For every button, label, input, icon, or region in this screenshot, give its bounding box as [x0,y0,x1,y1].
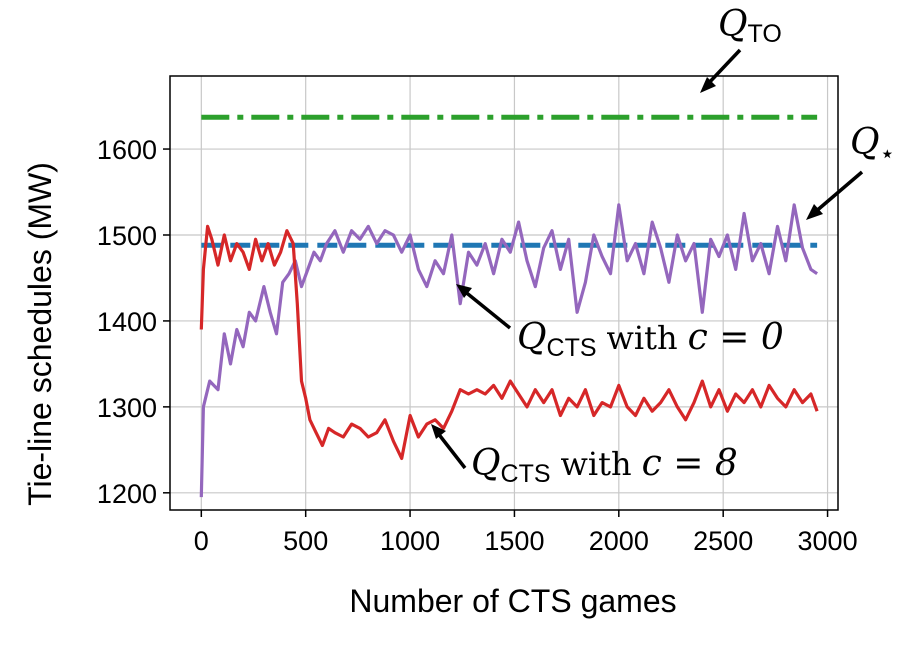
y-tick-label: 1200 [97,479,157,509]
series-lines [199,203,819,498]
x-tick-label: 3000 [798,526,858,556]
annotation-c0: QCTS with c = 0 [456,284,784,362]
annotation-q-star-arrowhead [806,204,823,220]
annotation-c0-arrowhead [456,284,472,298]
annotation-q-to-base: Q [718,4,748,45]
annotation-q-to-arrowhead [700,77,716,93]
annotation-q-star-arrow [812,170,864,215]
y-tick-label: 1500 [97,221,157,251]
annotation-c0-base: Q [517,317,547,358]
y-tick-label: 1600 [97,135,157,165]
annotation-c8-arrowhead [431,424,446,439]
ticks: 0 500 1000 1500 2000 2500 3000 1200 1300 1400 1500… [97,135,858,556]
annotation-c8: QCTS with c = 8 [431,424,738,488]
plot-frame [169,75,839,511]
annotation-c0-word: with [607,319,678,357]
annotation-q-star-base: Q [850,122,880,163]
x-tick-label: 1000 [380,526,440,556]
annotation-q-to: QTO [700,4,782,93]
annotation-c8-word: with [561,445,632,483]
annotation-c0-sub: CTS [547,334,597,362]
x-tick-label: 0 [194,526,209,556]
annotation-q-star: Q⋆ [806,122,895,220]
annotation-c8-base: Q [471,443,501,484]
x-tick-label: 2500 [693,526,753,556]
x-axis-title: Number of CTS games [349,583,676,619]
annotation-c0-math: c = 0 [688,317,784,358]
series-line-1 [199,224,819,460]
annotation-c8-sub: CTS [501,460,551,488]
annotation-q-star-sub: ⋆ [880,140,896,168]
annotation-c8-arrow [435,430,467,470]
annotation-c0-arrow [461,288,512,330]
reference-lines [201,114,818,248]
x-tick-label: 1500 [484,526,544,556]
annotation-q-to-sub: TO [748,20,782,48]
series-line-0 [199,203,819,498]
annotation-c8-math: c = 8 [642,443,738,484]
grid-lines [170,76,838,510]
y-axis-title: Tie-line schedules (MW) [22,162,58,506]
y-tick-label: 1400 [97,307,157,337]
svg-text:Q⋆: Q⋆ [850,122,895,168]
x-tick-label: 2000 [589,526,649,556]
y-tick-label: 1300 [97,393,157,423]
x-tick-label: 500 [283,526,328,556]
svg-text:QTO: QTO [718,4,782,48]
